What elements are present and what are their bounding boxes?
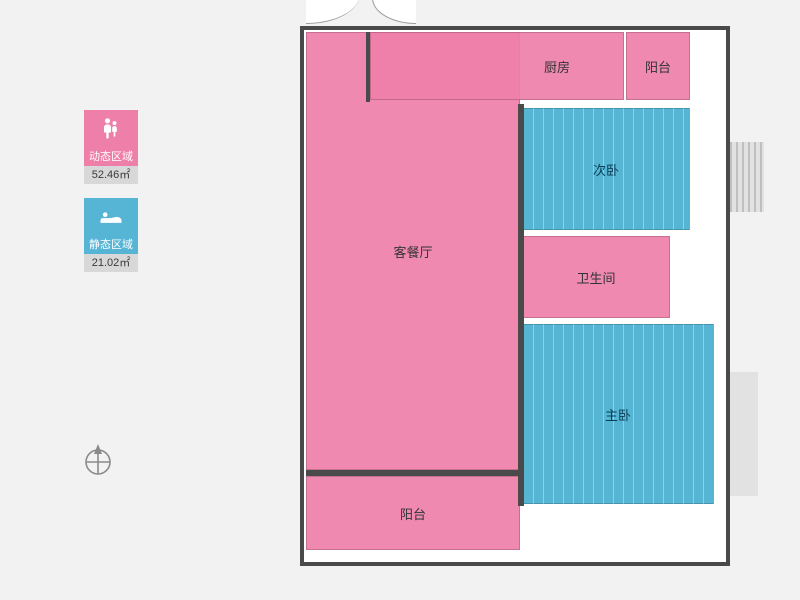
legend-static-title: 静态区域 (84, 236, 138, 254)
door-swing (372, 0, 416, 24)
interior-wall (366, 32, 370, 102)
legend-static: 静态区域 21.02㎡ (78, 198, 144, 272)
room-label: 次卧 (593, 160, 619, 179)
room-balcony-s: 阳台 (306, 476, 520, 550)
exterior-pad (730, 372, 758, 496)
exterior-pad (730, 142, 764, 212)
compass-icon (78, 440, 118, 480)
legend: 动态区域 52.46㎡ 静态区域 21.02㎡ (78, 110, 144, 286)
sleep-icon (84, 198, 138, 236)
door-swing (306, 0, 360, 24)
legend-dynamic-title: 动态区域 (84, 148, 138, 166)
room-label: 主卧 (605, 405, 631, 424)
room-label: 客餐厅 (393, 242, 432, 261)
legend-dynamic-value: 52.46㎡ (84, 166, 138, 184)
room-bath: 卫生间 (522, 236, 670, 318)
interior-wall (306, 470, 522, 476)
floorplan: 客餐厅 厨房 阳台 次卧 卫生间 主卧 阳台 (300, 26, 730, 566)
room-label: 阳台 (645, 57, 671, 76)
room-kitchen: 厨房 (370, 32, 624, 100)
room-label: 卫生间 (576, 268, 615, 287)
room-label: 厨房 (544, 57, 570, 76)
room-balcony-ne: 阳台 (626, 32, 690, 100)
legend-static-value: 21.02㎡ (84, 254, 138, 272)
room-bed1: 主卧 (522, 324, 714, 504)
room-bed2: 次卧 (522, 108, 690, 230)
legend-dynamic: 动态区域 52.46㎡ (78, 110, 144, 184)
people-icon (84, 110, 138, 148)
room-label: 阳台 (400, 504, 426, 523)
interior-wall (518, 104, 524, 506)
